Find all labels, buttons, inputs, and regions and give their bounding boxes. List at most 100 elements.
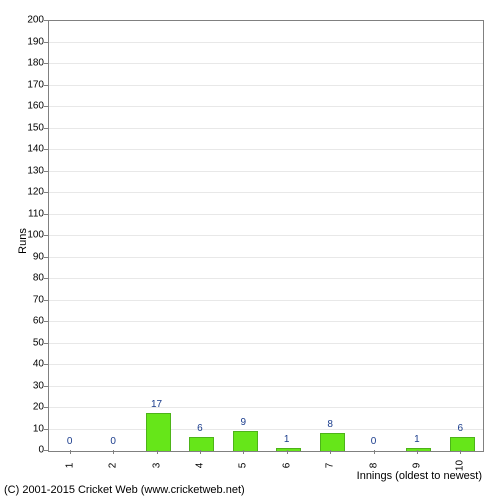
gridline [49, 278, 483, 279]
bar-value-label: 0 [110, 436, 116, 447]
ytick-mark [44, 364, 48, 365]
xtick-mark [113, 450, 114, 454]
ytick-label: 190 [16, 36, 44, 47]
gridline [49, 42, 483, 43]
ytick-label: 0 [16, 445, 44, 456]
gridline [49, 300, 483, 301]
bar-value-label: 1 [414, 434, 420, 445]
chart-container: Runs Innings (oldest to newest) (C) 2001… [0, 0, 500, 500]
bar-value-label: 9 [241, 417, 247, 428]
ytick-mark [44, 235, 48, 236]
xtick-label: 6 [281, 456, 292, 476]
ytick-mark [44, 128, 48, 129]
xtick-label: 4 [194, 456, 205, 476]
xtick-mark [287, 450, 288, 454]
gridline [49, 321, 483, 322]
xtick-label: 7 [325, 456, 336, 476]
gridline [49, 192, 483, 193]
xtick-label: 8 [368, 456, 379, 476]
ytick-mark [44, 343, 48, 344]
ytick-label: 200 [16, 15, 44, 26]
ytick-mark [44, 171, 48, 172]
bar-value-label: 0 [371, 436, 377, 447]
ytick-label: 90 [16, 251, 44, 262]
ytick-mark [44, 192, 48, 193]
gridline [49, 214, 483, 215]
bar [320, 433, 345, 451]
gridline [49, 235, 483, 236]
bar-value-label: 8 [327, 419, 333, 430]
gridline [49, 106, 483, 107]
gridline [49, 407, 483, 408]
ytick-mark [44, 149, 48, 150]
gridline [49, 149, 483, 150]
gridline [49, 128, 483, 129]
ytick-label: 50 [16, 337, 44, 348]
bar [189, 437, 214, 451]
ytick-mark [44, 321, 48, 322]
gridline [49, 429, 483, 430]
xtick-mark [417, 450, 418, 454]
copyright-text: (C) 2001-2015 Cricket Web (www.cricketwe… [4, 484, 245, 496]
chart-plot-area [48, 20, 484, 452]
ytick-mark [44, 20, 48, 21]
xtick-label: 10 [455, 456, 466, 476]
ytick-label: 70 [16, 294, 44, 305]
gridline [49, 257, 483, 258]
ytick-label: 180 [16, 58, 44, 69]
ytick-label: 80 [16, 273, 44, 284]
ytick-mark [44, 257, 48, 258]
xtick-mark [374, 450, 375, 454]
ytick-label: 30 [16, 380, 44, 391]
bar [450, 437, 475, 451]
ytick-label: 60 [16, 316, 44, 327]
xtick-label: 1 [64, 456, 75, 476]
ytick-mark [44, 450, 48, 451]
bar-value-label: 1 [284, 434, 290, 445]
ytick-label: 120 [16, 187, 44, 198]
xtick-mark [157, 450, 158, 454]
xtick-label: 9 [411, 456, 422, 476]
bar-value-label: 0 [67, 436, 73, 447]
xtick-label: 2 [108, 456, 119, 476]
xtick-mark [460, 450, 461, 454]
ytick-label: 140 [16, 144, 44, 155]
ytick-label: 40 [16, 359, 44, 370]
ytick-label: 130 [16, 165, 44, 176]
bar [276, 448, 301, 451]
xtick-mark [70, 450, 71, 454]
xtick-mark [330, 450, 331, 454]
ytick-mark [44, 214, 48, 215]
ytick-label: 10 [16, 423, 44, 434]
gridline [49, 343, 483, 344]
xtick-mark [243, 450, 244, 454]
bar-value-label: 17 [151, 399, 162, 410]
gridline [49, 171, 483, 172]
ytick-label: 100 [16, 230, 44, 241]
xtick-label: 5 [238, 456, 249, 476]
gridline [49, 386, 483, 387]
ytick-label: 160 [16, 101, 44, 112]
gridline [49, 364, 483, 365]
ytick-mark [44, 42, 48, 43]
bar-value-label: 6 [197, 423, 203, 434]
ytick-label: 110 [16, 208, 44, 219]
xtick-label: 3 [151, 456, 162, 476]
ytick-label: 20 [16, 402, 44, 413]
ytick-mark [44, 300, 48, 301]
ytick-mark [44, 278, 48, 279]
bar [406, 448, 431, 451]
ytick-label: 150 [16, 122, 44, 133]
bar-value-label: 6 [458, 423, 464, 434]
gridline [49, 63, 483, 64]
ytick-mark [44, 407, 48, 408]
ytick-label: 170 [16, 79, 44, 90]
bar [233, 431, 258, 451]
ytick-mark [44, 85, 48, 86]
xtick-mark [200, 450, 201, 454]
gridline [49, 85, 483, 86]
ytick-mark [44, 106, 48, 107]
ytick-mark [44, 63, 48, 64]
bar [146, 413, 171, 451]
ytick-mark [44, 429, 48, 430]
